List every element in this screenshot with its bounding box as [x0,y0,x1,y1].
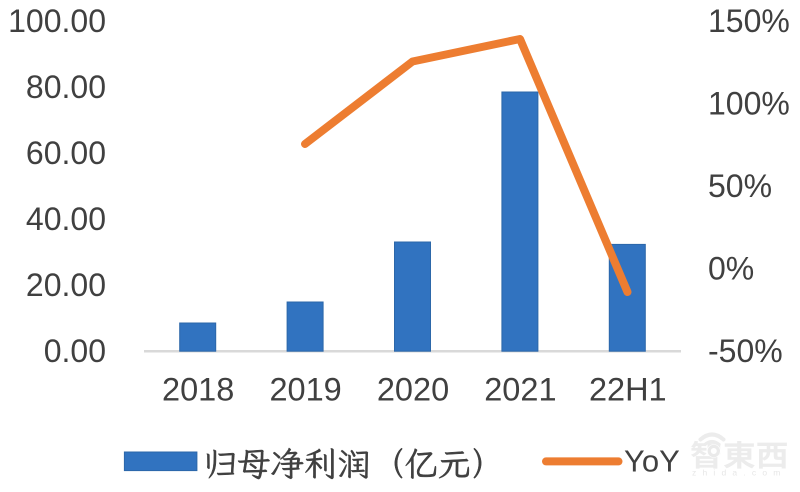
svg-text:zhida.com: zhida.com [692,468,787,478]
svg-text:2018: 2018 [162,372,234,408]
svg-text:80.00: 80.00 [26,69,106,105]
svg-text:0%: 0% [708,251,754,287]
svg-text:50%: 50% [708,168,772,204]
svg-text:20.00: 20.00 [26,267,106,303]
svg-text:100.00: 100.00 [8,3,106,39]
svg-text:2019: 2019 [269,372,341,408]
svg-text:YoY: YoY [624,444,680,479]
svg-text:100%: 100% [708,86,790,122]
svg-text:22H1: 22H1 [589,372,667,408]
svg-text:2021: 2021 [484,372,556,408]
svg-text:-50%: -50% [708,333,783,369]
svg-text:2020: 2020 [377,372,449,408]
svg-text:40.00: 40.00 [26,201,106,237]
svg-text:0.00: 0.00 [44,333,106,369]
svg-text:60.00: 60.00 [26,135,106,171]
svg-text:150%: 150% [708,3,790,39]
